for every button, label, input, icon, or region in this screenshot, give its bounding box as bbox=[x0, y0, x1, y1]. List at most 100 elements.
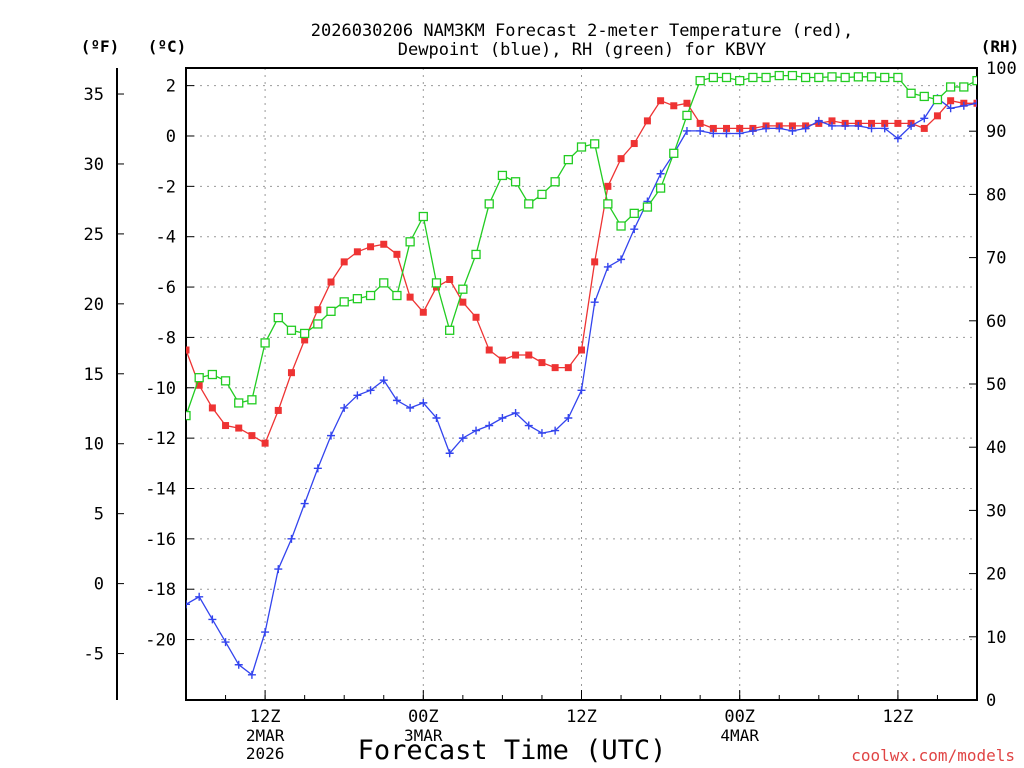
rh-point bbox=[550, 177, 560, 187]
rh-point bbox=[945, 82, 956, 92]
dewpoint-point bbox=[511, 408, 520, 417]
dewpoint-point bbox=[247, 670, 256, 679]
2-meter-temperature-point bbox=[353, 248, 361, 256]
rh-point bbox=[524, 199, 534, 209]
rh-point bbox=[471, 249, 481, 260]
dewpoint-point bbox=[656, 169, 665, 178]
celsius-tick-label: -12 bbox=[145, 429, 176, 449]
2-meter-temperature-point bbox=[380, 240, 388, 248]
celsius-tick-label: -8 bbox=[156, 328, 176, 348]
x-date-label: 2026 bbox=[246, 744, 285, 763]
celsius-tick-label: -6 bbox=[156, 278, 176, 298]
2-meter-temperature-point bbox=[235, 424, 243, 432]
x-date-label: 2MAR bbox=[246, 726, 285, 745]
dewpoint-point bbox=[406, 403, 415, 412]
dewpoint-point bbox=[696, 126, 705, 135]
dewpoint-point bbox=[762, 124, 771, 133]
2-meter-temperature-point bbox=[630, 140, 638, 148]
rh-point bbox=[616, 221, 626, 231]
celsius-tick-label: -16 bbox=[145, 530, 176, 550]
fahrenheit-tick-label: 15 bbox=[84, 365, 104, 385]
dewpoint-point bbox=[537, 429, 546, 438]
dewpoint-point bbox=[801, 124, 810, 133]
2-meter-temperature-point bbox=[485, 346, 493, 354]
credit-text: coolwx.com/models bbox=[851, 746, 1015, 765]
rh-point bbox=[563, 154, 573, 165]
rh-point bbox=[405, 237, 415, 247]
dewpoint-point bbox=[195, 592, 204, 601]
dewpoint-point bbox=[709, 129, 718, 138]
fahrenheit-tick-label: 5 bbox=[94, 505, 104, 525]
dewpoint-point bbox=[564, 413, 573, 422]
rh-tick-label: 70 bbox=[986, 249, 1006, 269]
2-meter-temperature-point bbox=[301, 336, 309, 344]
rh-point bbox=[800, 72, 811, 83]
2-meter-temperature-point bbox=[723, 124, 731, 132]
2-meter-temperature-point bbox=[327, 278, 335, 286]
dewpoint-point bbox=[577, 386, 586, 395]
dewpoint-point bbox=[603, 262, 612, 271]
rh-point bbox=[695, 75, 705, 86]
rh-point bbox=[932, 94, 943, 105]
dewpoint-point bbox=[419, 398, 428, 407]
rh-point bbox=[880, 72, 890, 83]
x-tick-label: 00Z bbox=[724, 707, 755, 727]
2-meter-temperature-point bbox=[788, 122, 796, 130]
2-meter-temperature-point bbox=[591, 258, 599, 266]
dewpoint-point bbox=[590, 298, 599, 307]
dewpoint-point bbox=[854, 121, 863, 130]
rh-point bbox=[445, 325, 455, 335]
rh-unit-label: (RH) bbox=[981, 37, 1020, 56]
fahrenheit-tick-label: 20 bbox=[84, 295, 104, 315]
rh-point bbox=[827, 72, 837, 82]
dewpoint-point bbox=[472, 426, 481, 435]
2-meter-temperature-point bbox=[564, 364, 572, 372]
dewpoint-point bbox=[907, 121, 916, 130]
dewpoint-point bbox=[946, 104, 955, 113]
rh-tick-label: 80 bbox=[986, 185, 1006, 205]
dewpoint-point bbox=[366, 386, 375, 395]
dewpoint-point bbox=[893, 134, 902, 143]
axis-labels: 20-2-4-6-8-10-12-14-16-18-2012Z2MAR20260… bbox=[84, 59, 1017, 763]
2-meter-temperature-point bbox=[393, 250, 401, 258]
rh-point bbox=[418, 211, 428, 222]
2-meter-temperature-point bbox=[736, 124, 744, 132]
chart-title-line-1: 2026030206 NAM3KM Forecast 2-meter Tempe… bbox=[311, 21, 853, 41]
rh-point bbox=[339, 297, 349, 307]
dewpoint-point bbox=[524, 421, 533, 430]
2-meter-temperature-point bbox=[894, 119, 902, 127]
2-meter-temperature-point bbox=[551, 364, 559, 372]
rh-point bbox=[484, 199, 494, 209]
dewpoint-point bbox=[485, 421, 494, 430]
rh-tick-label: 100 bbox=[986, 59, 1017, 79]
dewpoint-point bbox=[748, 126, 757, 135]
celsius-tick-label: 2 bbox=[166, 77, 176, 97]
2-meter-temperature-point bbox=[881, 119, 889, 127]
x-tick-label: 12Z bbox=[250, 707, 281, 727]
rh-point bbox=[919, 91, 929, 102]
rh-point bbox=[721, 72, 732, 83]
rh-point bbox=[260, 338, 270, 348]
rh-point bbox=[194, 373, 204, 383]
dewpoint-point bbox=[735, 129, 744, 138]
2-meter-temperature-point bbox=[696, 119, 704, 127]
rh-point bbox=[497, 170, 508, 181]
celsius-tick-label: -18 bbox=[145, 580, 176, 600]
2-meter-temperature-point bbox=[367, 243, 375, 251]
rh-point bbox=[840, 72, 850, 83]
rh-point bbox=[352, 294, 363, 304]
2-meter-temperature-point bbox=[287, 369, 295, 377]
dewpoint-point bbox=[208, 615, 217, 624]
dewpoint-point bbox=[630, 225, 639, 234]
dewpoint-point bbox=[841, 121, 850, 130]
chart-title-line-2: Dewpoint (blue), RH (green) for KBVY bbox=[398, 40, 766, 60]
rh-point bbox=[893, 72, 903, 83]
rh-point bbox=[787, 70, 798, 81]
rh-tick-label: 30 bbox=[986, 501, 1006, 521]
x-date-label: 4MAR bbox=[720, 726, 759, 745]
2-meter-temperature-point bbox=[498, 356, 506, 364]
dewpoint-point bbox=[445, 449, 454, 458]
rh-point bbox=[866, 72, 877, 82]
rh-point bbox=[510, 177, 521, 187]
